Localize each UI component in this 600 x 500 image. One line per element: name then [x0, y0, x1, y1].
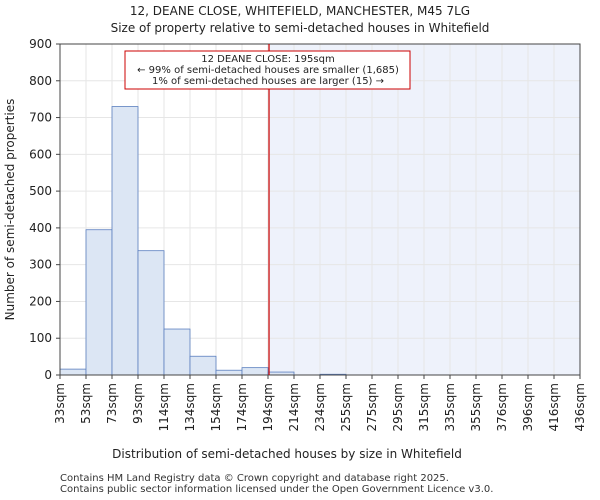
x-tick-label: 355sqm — [469, 383, 483, 431]
x-tick-label: 33sqm — [53, 383, 67, 424]
x-tick-label: 436sqm — [573, 383, 587, 431]
y-tick-label: 500 — [29, 184, 52, 198]
x-tick-label: 255sqm — [339, 383, 353, 431]
y-tick-label: 700 — [29, 111, 52, 125]
y-tick-label: 200 — [29, 294, 52, 308]
bar-53sqm — [85, 229, 113, 376]
x-tick-label: 376sqm — [495, 383, 509, 431]
plot-frame — [59, 43, 581, 376]
annotation-border — [124, 50, 411, 90]
x-tick-label: 335sqm — [443, 383, 457, 431]
highlight-region — [269, 44, 580, 375]
annotation-box: 12 DEANE CLOSE: 195sqm ← 99% of semi-det… — [124, 50, 411, 90]
x-tick-label: 174sqm — [235, 383, 249, 431]
bars — [59, 106, 347, 376]
x-tick-label: 73sqm — [105, 383, 119, 424]
bar-33sqm — [59, 368, 87, 376]
x-tick-label: 53sqm — [79, 383, 93, 424]
y-axis-label: Number of semi-detached properties — [3, 99, 17, 321]
x-tick-label: 93sqm — [131, 383, 145, 424]
annotation-line-1: 12 DEANE CLOSE: 195sqm — [201, 54, 334, 65]
footer-line-2: Contains public sector information licen… — [60, 484, 494, 495]
x-axis: 33sqm 53sqm 73sqm 93sqm 114sqm 134sqm 154sqm 17… — [53, 375, 587, 431]
x-tick-label: 194sqm — [261, 383, 275, 431]
y-tick-label: 300 — [29, 258, 52, 272]
x-tick-label: 315sqm — [417, 383, 431, 431]
annotation-line-3: 1% of semi-detached houses are larger (1… — [152, 76, 384, 87]
x-tick-label: 154sqm — [209, 383, 223, 431]
chart-subtitle: Size of property relative to semi-detach… — [110, 21, 490, 35]
y-tick-label: 0 — [44, 368, 52, 382]
x-tick-label: 134sqm — [183, 383, 197, 431]
bar-73sqm — [111, 106, 139, 376]
chart-title: 12, DEANE CLOSE, WHITEFIELD, MANCHESTER,… — [129, 4, 471, 18]
bar-134sqm — [189, 355, 217, 376]
x-axis-label: Distribution of semi-detached houses by … — [112, 447, 462, 461]
bar-174sqm — [241, 367, 269, 376]
x-tick-label: 396sqm — [521, 383, 535, 431]
bar-154sqm — [215, 369, 243, 376]
bar-114sqm — [163, 328, 191, 376]
x-tick-label: 114sqm — [157, 383, 171, 431]
y-tick-label: 900 — [29, 37, 52, 51]
x-tick-label: 275sqm — [365, 383, 379, 431]
bar-93sqm — [137, 250, 165, 376]
x-tick-label: 214sqm — [287, 383, 301, 431]
y-axis: 0 100 200 300 400 500 600 700 800 900 — [29, 37, 60, 382]
y-tick-label: 100 — [29, 331, 52, 345]
annotation-line-2: ← 99% of semi-detached houses are smalle… — [137, 65, 399, 76]
y-tick-label: 400 — [29, 221, 52, 235]
x-tick-label: 416sqm — [547, 383, 561, 431]
x-tick-label: 295sqm — [391, 383, 405, 431]
y-tick-label: 800 — [29, 74, 52, 88]
y-tick-label: 600 — [29, 147, 52, 161]
footer-line-1: Contains HM Land Registry data © Crown c… — [60, 473, 449, 484]
x-tick-label: 234sqm — [313, 383, 327, 431]
